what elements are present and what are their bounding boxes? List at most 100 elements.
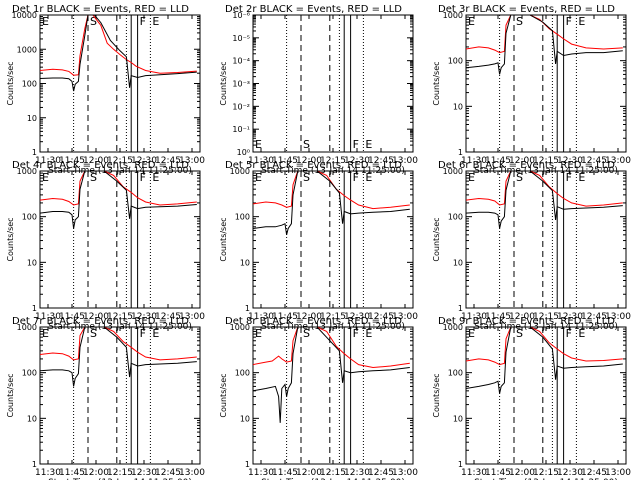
event-marker-label: F [566,171,572,184]
panel-title: Det 4r BLACK = Events, RED = LLD [12,160,189,171]
x-tick-label: 12:45 [581,312,607,322]
y-axis-label: Counts/sec [6,61,15,105]
x-tick-label: 12:45 [368,312,394,322]
y-tick-label: 10 [453,258,463,267]
detector-panel-7: Det 7r BLACK = Events, RED = LLD 11:3011:… [6,316,205,480]
detector-panel-4: Det 4r BLACK = Events, RED = LLD 11:3011:… [6,160,205,332]
x-tick-label: 11:45 [485,312,511,322]
x-tick-label: 12:30 [557,156,583,166]
y-tick-label: 10 [27,114,37,123]
y-tick-label: 100 [22,369,37,378]
y-tick-label: 100 [22,213,37,222]
y-tick-label: 10⁻³ [232,80,250,89]
x-tick-label: 12:00 [83,468,109,478]
y-tick-label: 100 [22,80,37,89]
lld-series-line [466,171,623,207]
y-axis-label: Counts/sec [432,373,441,417]
event-marker-label: S [303,138,310,151]
y-tick-label: 1 [32,148,37,157]
events-series-line [253,327,410,423]
y-tick-label: 1 [32,304,37,313]
panel-title: Det 7r BLACK = Events, RED = LLD [12,316,189,327]
x-tick-label: 13:00 [392,312,418,322]
detector-panel-5: Det 5r BLACK = Events, RED = LLD 11:3011:… [219,160,418,332]
event-marker-label: S [516,15,523,28]
x-tick-label: 12:45 [155,312,181,322]
event-marker-label: F [353,327,359,340]
detector-panel-1: Det 1r BLACK = Events, RED = LLD 11:3011:… [6,4,205,176]
lld-series-line [253,327,410,369]
y-tick-label: 10⁻² [232,102,250,111]
event-marker-label: E [578,171,585,184]
x-tick-label: 12:30 [344,468,370,478]
y-axis-label: Counts/sec [6,373,15,417]
x-tick-label: 11:45 [272,156,298,166]
event-marker-label: E [578,327,585,340]
event-marker-label: E [152,15,159,28]
lld-series-line [253,171,410,210]
events-series-line [466,327,623,394]
event-marker-label: F [353,171,359,184]
x-tick-label: 13:00 [605,468,631,478]
y-tick-label: 10⁰ [237,148,250,157]
x-tick-label: 12:15 [533,156,559,166]
x-tick-label: 13:00 [179,312,205,322]
y-tick-label: 1000 [443,11,463,20]
x-tick-label: 11:30 [35,156,61,166]
plot-frame [39,170,201,309]
x-tick-label: 12:00 [509,156,535,166]
y-axis-label: Counts/sec [219,61,228,105]
y-axis-label: Counts/sec [219,373,228,417]
x-axis-label: Start Time (13-Jan-14 11:25:00) [261,478,405,480]
y-tick-label: 1000 [443,167,463,176]
x-tick-label: 12:45 [581,156,607,166]
lld-series-line [40,171,197,206]
y-tick-label: 100 [448,57,463,66]
x-tick-label: 12:15 [533,312,559,322]
y-tick-label: 10⁻⁴ [232,57,250,66]
x-tick-label: 11:45 [485,468,511,478]
x-tick-label: 11:30 [35,468,61,478]
event-marker-label: E [365,327,372,340]
plot-frame [39,14,201,153]
x-tick-label: 12:30 [344,312,370,322]
detector-panel-8: Det 8r BLACK = Events, RED = LLD 11:3011:… [219,316,418,480]
x-tick-label: 12:00 [509,312,535,322]
x-tick-label: 12:30 [557,312,583,322]
y-tick-label: 10⁻¹ [232,125,250,134]
panel-title: Det 5r BLACK = Events, RED = LLD [225,160,402,171]
plot-frame [465,170,627,309]
plot-frame [252,170,414,309]
lld-series-line [40,15,197,76]
y-tick-label: 10⁻⁵ [232,34,250,43]
x-tick-label: 11:30 [461,312,487,322]
panel-title: Det 9r BLACK = Events, RED = LLD [438,316,615,327]
x-tick-label: 12:30 [557,468,583,478]
x-tick-label: 12:15 [533,468,559,478]
event-marker-label: E [42,15,49,28]
event-marker-label: E [42,171,49,184]
x-tick-label: 12:30 [131,312,157,322]
x-axis-label: Start Time (13-Jan-14 11:25:00) [474,478,618,480]
events-series-line [40,171,197,229]
y-tick-label: 10 [240,414,250,423]
x-tick-label: 11:45 [272,468,298,478]
x-tick-label: 13:00 [392,156,418,166]
y-tick-label: 1 [458,304,463,313]
event-marker-label: F [140,171,146,184]
x-tick-label: 12:45 [368,468,394,478]
y-tick-label: 1000 [17,323,37,332]
lld-series-line [466,327,623,366]
events-series-line [466,171,623,229]
x-tick-label: 13:00 [605,156,631,166]
x-tick-label: 12:15 [320,156,346,166]
panel-title: Det 6r BLACK = Events, RED = LLD [438,160,615,171]
x-tick-label: 12:15 [320,468,346,478]
y-tick-label: 10⁻⁶ [232,11,250,20]
x-tick-label: 12:45 [581,468,607,478]
x-tick-label: 11:45 [272,312,298,322]
x-tick-label: 11:30 [248,468,274,478]
x-tick-label: 11:30 [248,312,274,322]
event-marker-label: E [578,15,585,28]
